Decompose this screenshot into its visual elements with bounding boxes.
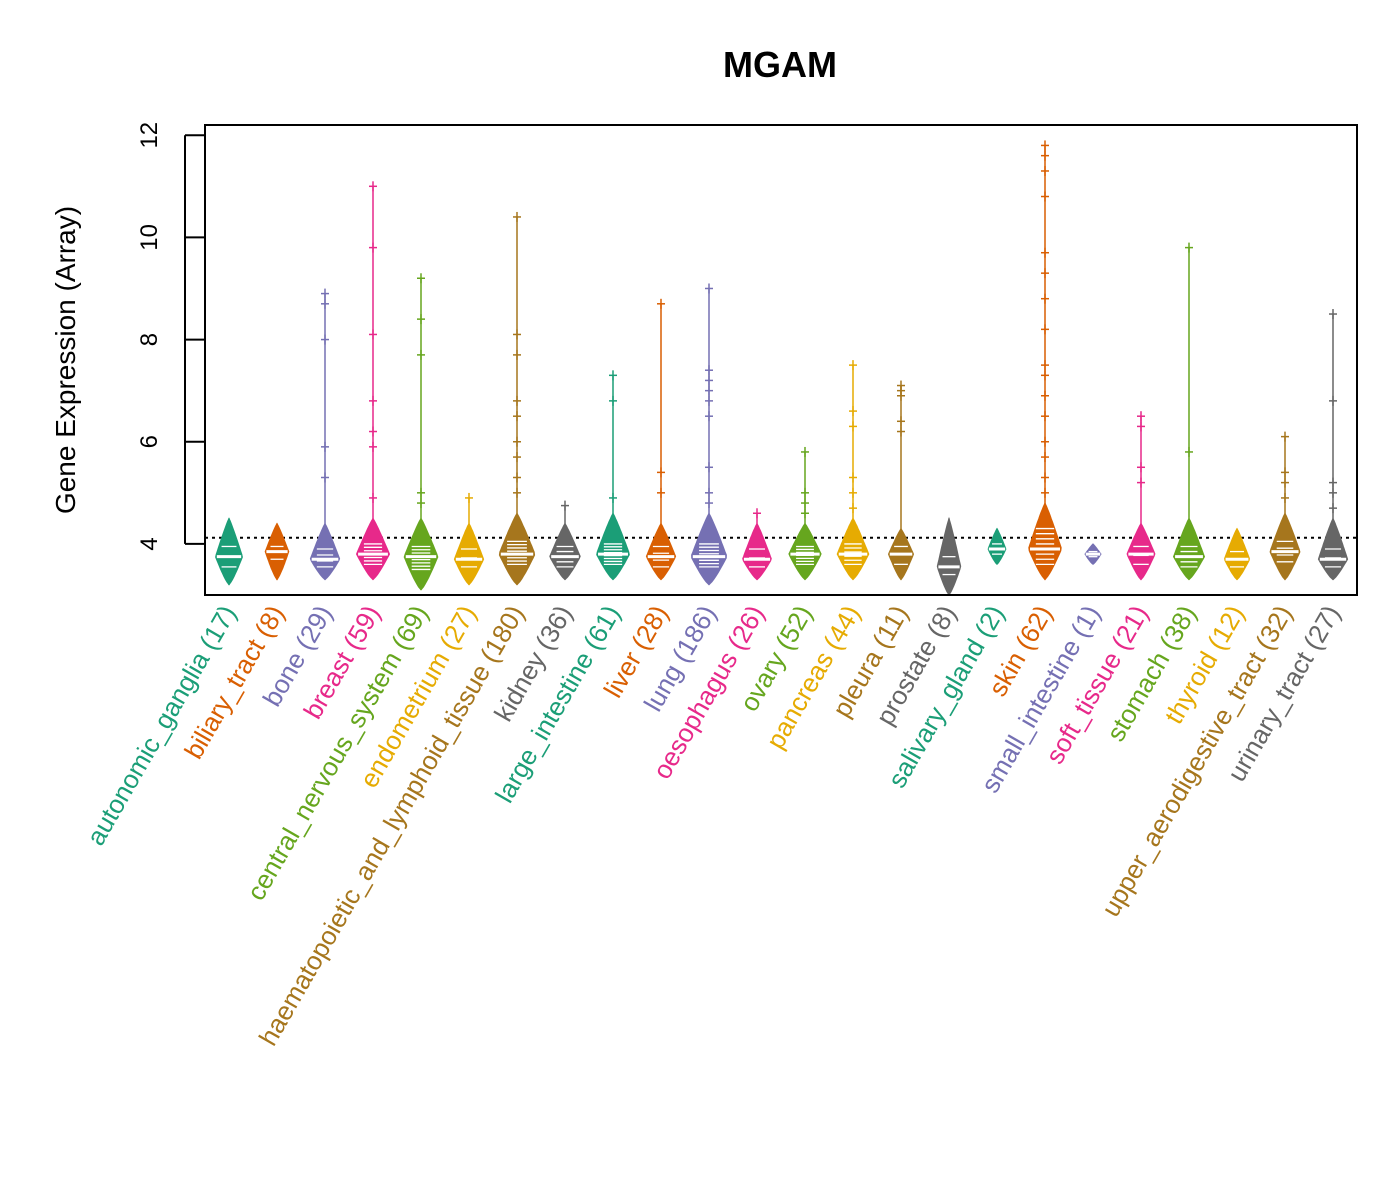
violin-body <box>836 517 870 581</box>
violin-body <box>987 527 1007 566</box>
violin-body <box>742 522 772 581</box>
y-tick-label: 12 <box>136 122 163 149</box>
category-kidney <box>549 500 581 581</box>
y-tick-label: 10 <box>136 224 163 251</box>
y-tick-label: 6 <box>136 435 163 448</box>
category-skin <box>1028 140 1062 581</box>
category-small-intestine <box>1084 543 1102 565</box>
violin-body <box>355 517 391 581</box>
category-prostate <box>936 516 962 596</box>
category-thyroid <box>1224 527 1250 581</box>
category-bone <box>309 288 341 581</box>
y-tick-label: 4 <box>136 537 163 550</box>
category-lung <box>691 283 727 586</box>
violin-body <box>403 517 439 591</box>
violin-body <box>1028 501 1062 581</box>
category-salivary-gland <box>987 527 1007 566</box>
plot-area <box>205 140 1357 596</box>
category-autonomic-ganglia <box>215 517 243 586</box>
category-upper-aerodigestive-tract <box>1269 431 1301 581</box>
category-pleura <box>887 380 915 581</box>
violin-body <box>1126 522 1156 581</box>
violin-body <box>453 522 485 586</box>
category-large-intestine <box>596 370 630 581</box>
x-axis-labels: autonomic_ganglia (17)biliary_tract (8)b… <box>80 600 1346 1051</box>
category-central-nervous-system <box>403 273 439 591</box>
category-stomach <box>1172 242 1206 581</box>
violin-body <box>645 522 677 581</box>
plot-frame <box>204 124 1358 596</box>
y-axis-label: Gene Expression (Array) <box>50 206 81 514</box>
violin-body <box>788 522 822 581</box>
y-tick-label: 8 <box>136 333 163 346</box>
y-axis: 4 6 8 10 12 <box>136 122 205 551</box>
category-pancreas <box>836 360 870 581</box>
violin-body <box>309 522 341 581</box>
violin-body <box>1224 527 1250 581</box>
category-biliary-tract <box>264 522 290 581</box>
category-urinary-tract <box>1317 309 1349 581</box>
violin-body <box>215 517 243 586</box>
violin-body <box>1172 517 1206 581</box>
category-liver <box>645 298 677 581</box>
category-ovary <box>788 446 822 581</box>
category-soft-tissue <box>1126 411 1156 581</box>
violin-body <box>1269 512 1301 581</box>
category-breast <box>355 181 391 581</box>
category-haematopoietic-and-lymphoid-tissue <box>498 211 536 586</box>
category-oesophagus <box>742 508 772 581</box>
violin-body <box>691 512 727 586</box>
category-endometrium <box>453 492 485 586</box>
chart-title: MGAM <box>723 44 837 85</box>
violin-body <box>498 512 536 586</box>
